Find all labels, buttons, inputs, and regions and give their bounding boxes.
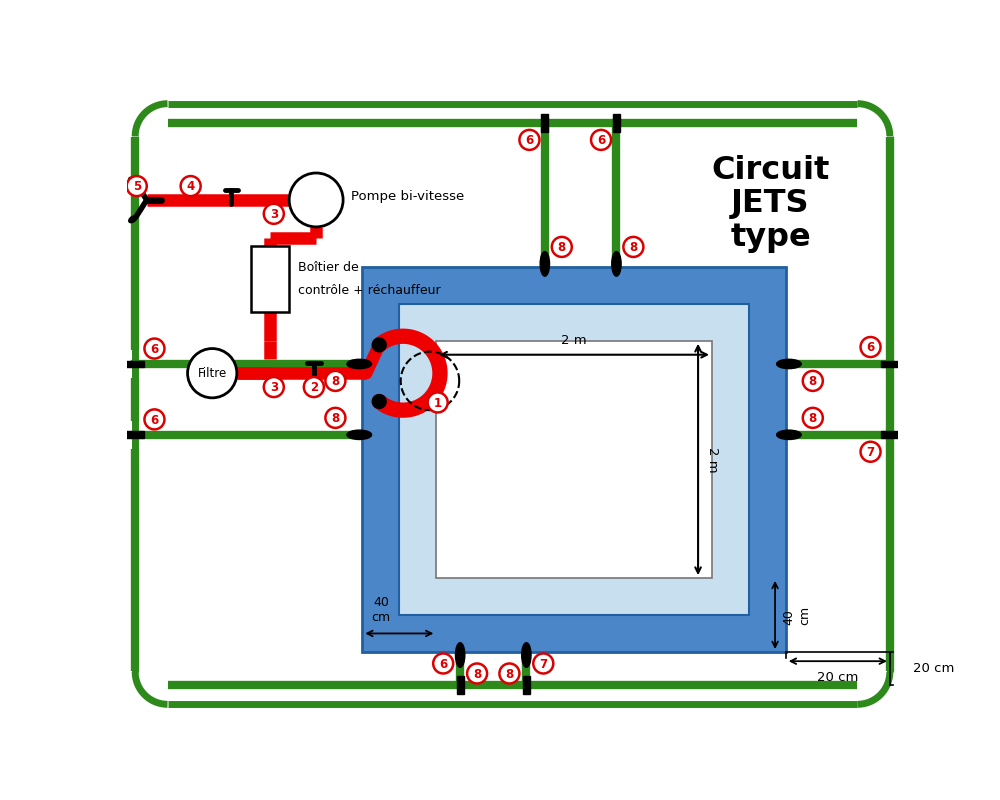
- Circle shape: [861, 442, 881, 462]
- Circle shape: [552, 237, 572, 257]
- Circle shape: [181, 176, 201, 196]
- Ellipse shape: [540, 251, 550, 276]
- Circle shape: [591, 130, 611, 150]
- Circle shape: [803, 371, 823, 391]
- Circle shape: [304, 377, 324, 397]
- Text: 7: 7: [539, 658, 547, 670]
- Text: 6: 6: [597, 134, 605, 147]
- Ellipse shape: [777, 430, 801, 439]
- Circle shape: [289, 173, 343, 227]
- Bar: [457, 676, 464, 694]
- Ellipse shape: [347, 359, 372, 369]
- Circle shape: [372, 338, 386, 352]
- Bar: [251, 246, 289, 311]
- Text: 7: 7: [866, 446, 875, 459]
- Ellipse shape: [128, 177, 138, 185]
- Text: 8: 8: [809, 375, 817, 388]
- Text: Circuit
JETS
type: Circuit JETS type: [711, 155, 830, 253]
- Circle shape: [264, 204, 284, 224]
- Text: 8: 8: [331, 412, 340, 425]
- Text: 20 cm: 20 cm: [913, 662, 954, 675]
- Text: Filtre: Filtre: [198, 366, 227, 380]
- Circle shape: [861, 337, 881, 357]
- Text: 2 m: 2 m: [706, 446, 719, 472]
- Bar: [541, 114, 548, 132]
- Text: 8: 8: [629, 241, 638, 254]
- Text: 1: 1: [434, 397, 442, 410]
- Ellipse shape: [347, 430, 372, 439]
- Bar: [523, 676, 530, 694]
- Circle shape: [433, 654, 453, 674]
- Text: 3: 3: [270, 381, 278, 394]
- Ellipse shape: [522, 642, 531, 667]
- Text: 8: 8: [558, 241, 566, 254]
- Text: 8: 8: [473, 668, 481, 681]
- Text: Pompe bi-vitesse: Pompe bi-vitesse: [351, 190, 464, 202]
- Circle shape: [428, 393, 448, 413]
- Circle shape: [623, 237, 643, 257]
- Circle shape: [127, 176, 147, 196]
- Circle shape: [325, 371, 345, 391]
- Text: 40
cm: 40 cm: [783, 606, 811, 625]
- Bar: [126, 361, 144, 367]
- Circle shape: [188, 349, 237, 398]
- Text: 5: 5: [133, 180, 141, 194]
- Text: 3: 3: [270, 208, 278, 221]
- Text: 6: 6: [150, 342, 159, 356]
- Bar: [126, 431, 144, 438]
- Text: 40
cm: 40 cm: [371, 596, 390, 624]
- Text: 6: 6: [439, 658, 447, 670]
- Bar: [881, 431, 899, 438]
- Circle shape: [499, 663, 519, 683]
- Text: 4: 4: [187, 180, 195, 194]
- Text: 8: 8: [809, 412, 817, 425]
- Ellipse shape: [777, 359, 801, 369]
- Text: 6: 6: [150, 414, 159, 426]
- Circle shape: [519, 130, 539, 150]
- Circle shape: [144, 410, 164, 430]
- Ellipse shape: [455, 642, 465, 667]
- Ellipse shape: [128, 215, 138, 223]
- Text: 2: 2: [310, 381, 318, 394]
- Text: 20 cm: 20 cm: [817, 671, 859, 684]
- Circle shape: [803, 408, 823, 428]
- Ellipse shape: [612, 251, 621, 276]
- Text: 6: 6: [866, 341, 875, 354]
- Text: Boîtier de: Boîtier de: [298, 261, 359, 274]
- Circle shape: [144, 338, 164, 358]
- Circle shape: [264, 377, 284, 397]
- Bar: [436, 341, 712, 578]
- Text: 8: 8: [505, 668, 514, 681]
- Text: contrôle + réchauffeur: contrôle + réchauffeur: [298, 284, 441, 297]
- Text: 2 m: 2 m: [561, 334, 587, 347]
- Bar: [399, 304, 749, 615]
- Bar: [881, 361, 899, 367]
- Bar: [362, 267, 786, 652]
- Circle shape: [533, 654, 553, 674]
- Circle shape: [325, 408, 345, 428]
- Text: 8: 8: [331, 375, 340, 388]
- Circle shape: [372, 394, 386, 409]
- Circle shape: [467, 663, 487, 683]
- Bar: [613, 114, 620, 132]
- Text: 6: 6: [525, 134, 534, 147]
